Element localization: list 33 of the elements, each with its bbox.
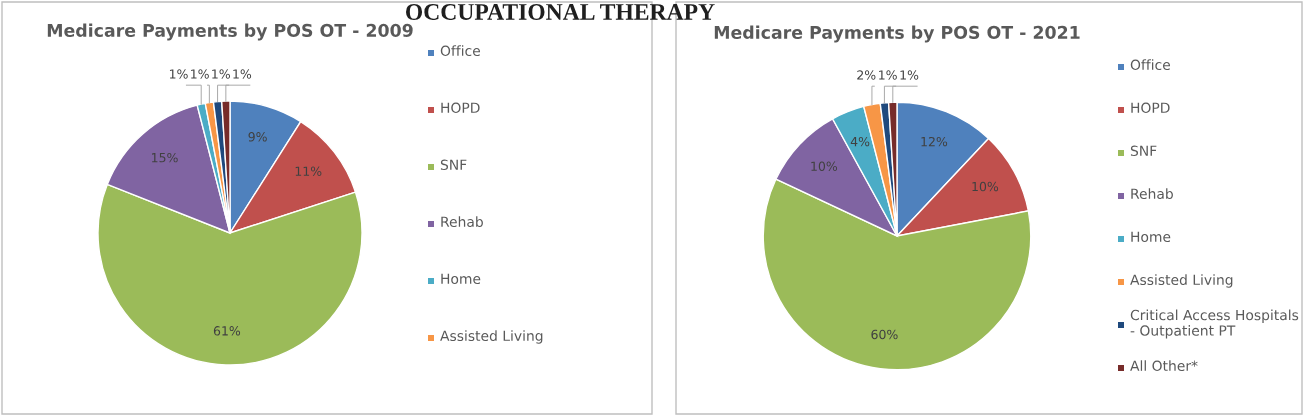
data-label: 1% [879,70,897,80]
legend-label: SNF [440,159,467,171]
legend-label: Rehab [441,216,483,228]
legend-label: Assisted Living [440,330,543,344]
legend-label: SNF [1130,145,1157,157]
data-label: 9% [248,132,267,142]
legend-label: Critical Access Hospitals - Outpatient PT [1130,309,1299,339]
legend-label: Office [440,45,481,57]
data-label: 60% [871,329,898,340]
data-label: 61% [213,326,241,336]
data-label: 1% [900,70,919,80]
legend-label: Home [441,273,481,285]
chart-title: Medicare Payments by POS OT - 2009 [47,23,413,41]
data-label: 15% [152,152,178,163]
data-label: 12% [921,136,948,147]
text: OCCUPATIONAL THERAPY [406,4,715,20]
data-label: 10% [811,161,838,171]
data-label: 1% [233,69,252,79]
data-label: 1% [212,69,230,79]
legend-label: HOPD [441,102,480,114]
data-label: 1% [169,69,188,79]
legend-label: All Other* [1130,360,1198,372]
data-label: 2% [857,70,876,80]
data-label: 11% [295,166,322,176]
data-label: 4% [850,136,870,147]
data-label: 1% [191,69,209,79]
chart-title: Medicare Payments by POS OT - 2021 [714,25,1080,43]
legend-label: Rehab [1131,188,1173,200]
data-label: 10% [972,181,999,192]
legend-label: Assisted Living [1130,274,1233,288]
legend-label: HOPD [1131,102,1170,114]
legend-label: Home [1131,231,1171,243]
legend-label: Office [1130,59,1171,71]
